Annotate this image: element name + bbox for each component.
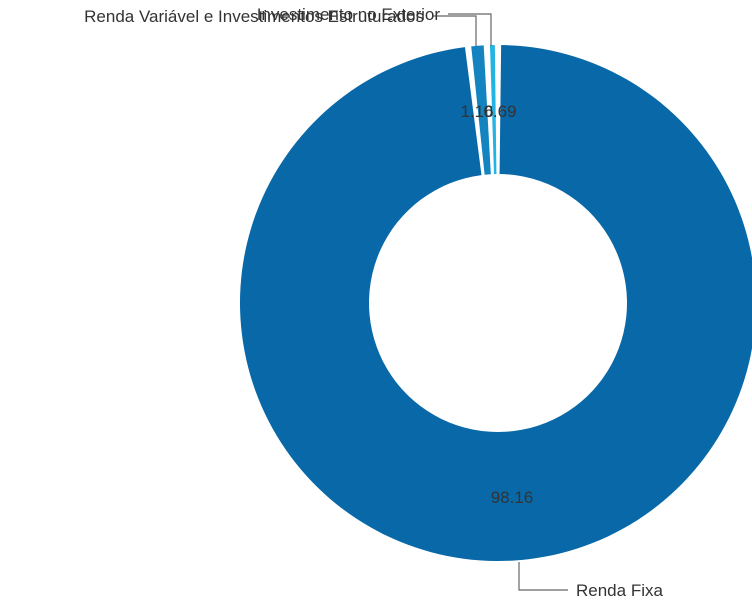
leader-line-1 bbox=[518, 562, 568, 591]
slice-2[interactable] bbox=[471, 45, 491, 175]
value-label-2: 1.16 bbox=[460, 102, 493, 121]
slice-label-2: Renda Variável e Investimentos Estrutura… bbox=[84, 7, 424, 26]
labels-group: Renda Fixa 98.16 Renda Variável e Investim… bbox=[84, 5, 663, 600]
leader-line-3 bbox=[448, 13, 492, 46]
slices-group bbox=[240, 45, 752, 561]
value-label-1: 98.16 bbox=[491, 488, 534, 507]
slice-3[interactable] bbox=[489, 45, 497, 175]
value-label-3: 0.69 bbox=[483, 102, 516, 121]
leader-lines-group bbox=[432, 13, 568, 591]
slice-label-3: Investimento no Exterior bbox=[257, 5, 441, 24]
slice-label-1: Renda Fixa bbox=[576, 581, 663, 600]
slice-1[interactable] bbox=[240, 45, 752, 561]
leader-line-2 bbox=[432, 15, 477, 46]
